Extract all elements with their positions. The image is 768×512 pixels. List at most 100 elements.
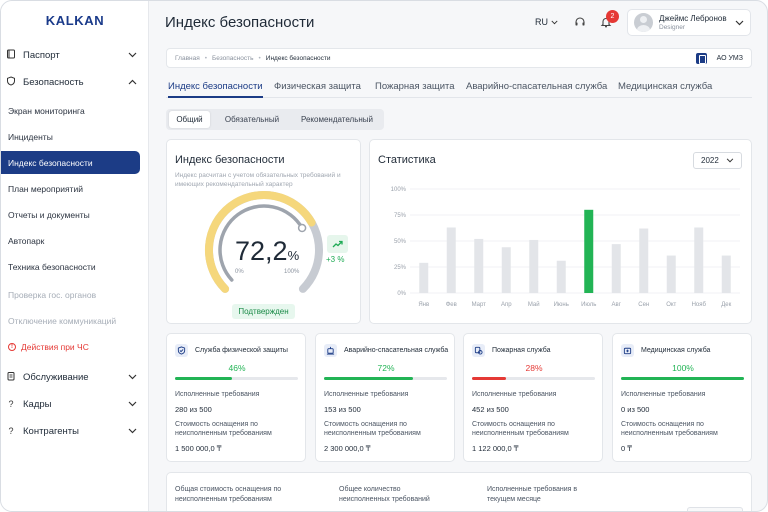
notification-badge: 2 bbox=[606, 10, 619, 23]
bar-Сен bbox=[639, 228, 649, 293]
status-badge: Подтвержден bbox=[232, 304, 295, 319]
tab-medical-service[interactable]: Медицинская служба bbox=[618, 81, 713, 92]
service-card-header: Медицинская служба bbox=[621, 344, 710, 357]
medical-icon bbox=[621, 344, 634, 357]
bar-Апр bbox=[501, 247, 511, 293]
service-card-fire[interactable]: Пожарная служба 28% Исполненные требования… bbox=[463, 333, 603, 462]
book-icon bbox=[5, 49, 17, 61]
service-title: Медицинская служба bbox=[641, 347, 711, 354]
language-select[interactable]: RU bbox=[535, 17, 558, 27]
service-percent: 46% bbox=[228, 363, 246, 373]
service-progress-bar bbox=[472, 377, 595, 380]
service-title: Пожарная служба bbox=[492, 347, 551, 354]
sidebar-item-safety[interactable]: Техника безопасности bbox=[8, 261, 96, 272]
y-tick-label: 75% bbox=[394, 213, 407, 219]
service-percent: 100% bbox=[672, 363, 694, 373]
service-progress-fill bbox=[324, 377, 413, 380]
segment-general[interactable]: Общий bbox=[169, 111, 210, 128]
chevron-down-icon bbox=[128, 426, 137, 436]
x-tick-label: Дек bbox=[721, 302, 731, 308]
breadcrumb-item[interactable]: Главная bbox=[175, 54, 200, 62]
service-cost-value: 1 122 000,0 ₸ bbox=[472, 444, 519, 453]
tab-rescue-service[interactable]: Аварийно-спасательная служба bbox=[466, 81, 608, 92]
x-tick-label: Авг bbox=[612, 302, 622, 308]
bar-Июль bbox=[584, 209, 594, 293]
shield-check-icon bbox=[175, 344, 188, 357]
tab-bar: Индекс безопасности Физическая защита По… bbox=[166, 81, 752, 98]
bar-Июнь bbox=[556, 260, 566, 293]
service-card-header: Служба физической защиты bbox=[175, 344, 288, 357]
service-percent: 28% bbox=[525, 363, 543, 373]
service-percent: 72% bbox=[377, 363, 395, 373]
service-title: Аварийно-спасательная служба bbox=[344, 347, 449, 354]
trend-value: +3 % bbox=[326, 255, 345, 264]
sidebar-group-contractors[interactable]: ? Контрагенты bbox=[1, 419, 149, 443]
sidebar-item-fleet[interactable]: Автопарк bbox=[8, 235, 45, 246]
gauge-max-label: 100% bbox=[284, 269, 300, 275]
service-card-physical[interactable]: Служба физической защиты 46% Исполненные т… bbox=[166, 333, 306, 462]
sidebar-group-label: Кадры bbox=[23, 398, 52, 410]
headset-icon[interactable] bbox=[573, 15, 587, 29]
service-progress-bar bbox=[621, 377, 744, 380]
card-title: Статистика bbox=[378, 154, 436, 166]
page-title: Индекс безопасности bbox=[165, 14, 315, 31]
summary-fulfilled-month-label: Исполненные требования в текущем месяце bbox=[487, 486, 578, 503]
service-card-rescue[interactable]: Аварийно-спасательная служба 72% Исполненн… bbox=[315, 333, 455, 462]
bar-Нояб bbox=[694, 227, 704, 293]
service-progress-bar bbox=[324, 377, 447, 380]
y-tick-label: 25% bbox=[394, 265, 407, 271]
language-label: RU bbox=[535, 17, 548, 27]
chevron-down-icon bbox=[726, 156, 734, 165]
tab-security-index[interactable]: Индекс безопасности bbox=[168, 81, 263, 98]
tab-physical-protection[interactable]: Физическая защита bbox=[274, 81, 361, 92]
year-value: 2022 bbox=[701, 156, 719, 165]
summary-unfulfilled-label: Общее количество неисполненных требовани… bbox=[339, 486, 430, 503]
sidebar-group-security[interactable]: Безопасность bbox=[1, 70, 149, 94]
organization-name: АО УМЗ bbox=[716, 54, 743, 62]
sidebar-group-maintenance[interactable]: Обслуживание bbox=[1, 365, 149, 389]
alert-icon: ! bbox=[8, 342, 16, 351]
user-role: Designer bbox=[659, 24, 686, 31]
x-tick-label: Фев bbox=[446, 302, 457, 308]
chevron-down-icon bbox=[128, 372, 137, 382]
service-card-header: Аварийно-спасательная служба bbox=[324, 344, 448, 357]
y-tick-label: 0% bbox=[397, 291, 406, 297]
service-cost-label: Стоимость оснащения по неисполненным тре… bbox=[472, 421, 569, 437]
sidebar-item-reports[interactable]: Отчеты и документы bbox=[8, 209, 90, 220]
sidebar-group-staff[interactable]: ? Кадры bbox=[1, 392, 149, 416]
service-card-medical[interactable]: Медицинская служба 100% Исполненные требов… bbox=[612, 333, 752, 462]
sidebar-group-passport[interactable]: Паспорт bbox=[1, 43, 149, 67]
security-index-card: Индекс безопасности Индекс расчитан с уч… bbox=[166, 139, 361, 324]
breadcrumb-item[interactable]: Безопасность bbox=[212, 54, 254, 62]
segment-mandatory[interactable]: Обязательный bbox=[224, 115, 280, 124]
chevron-down-icon bbox=[128, 399, 137, 409]
chevron-down-icon bbox=[128, 50, 137, 60]
sidebar-item-action-plan[interactable]: План мероприятий bbox=[8, 183, 83, 194]
summary-action-button[interactable] bbox=[687, 507, 743, 511]
clipboard-icon bbox=[5, 371, 17, 383]
y-tick-label: 100% bbox=[391, 187, 407, 193]
segment-recommended[interactable]: Рекомендательный bbox=[300, 115, 373, 124]
sidebar-item-monitoring[interactable]: Экран мониторинга bbox=[8, 105, 85, 116]
year-select[interactable]: 2022 bbox=[693, 152, 742, 169]
sidebar-item-security-index[interactable]: Индекс безопасности bbox=[1, 151, 140, 174]
service-progress-fill bbox=[175, 377, 232, 380]
sidebar-group-label: Контрагенты bbox=[23, 425, 79, 437]
gauge-inner-arc bbox=[218, 204, 304, 282]
sidebar-item-incidents[interactable]: Инциденты bbox=[8, 131, 53, 142]
user-menu[interactable]: Джеймс Лебронов Designer bbox=[627, 9, 751, 36]
x-tick-label: Март bbox=[472, 302, 487, 308]
service-cost-label: Стоимость оснащения по неисполненным тре… bbox=[175, 421, 272, 437]
bar-chart: 100% 75% 50% 25% 0% Янв Фев Март Апр Май Июнь Июль А… bbox=[391, 187, 740, 308]
service-cost-value: 1 500 000,0 ₸ bbox=[175, 444, 222, 453]
bar-Авг bbox=[611, 244, 621, 293]
service-req-value: 153 из 500 bbox=[324, 405, 361, 414]
x-tick-label: Май bbox=[528, 301, 540, 308]
x-tick-label: Нояб bbox=[692, 302, 707, 308]
fire-icon bbox=[472, 344, 485, 357]
sidebar-item-emergency[interactable]: ! Действия при ЧС bbox=[1, 335, 140, 358]
breadcrumb-current: Индекс безопасности bbox=[265, 54, 331, 62]
service-cost-label: Стоимость оснащения по неисполненным тре… bbox=[621, 421, 718, 437]
tab-fire-protection[interactable]: Пожарная защита bbox=[375, 81, 455, 92]
